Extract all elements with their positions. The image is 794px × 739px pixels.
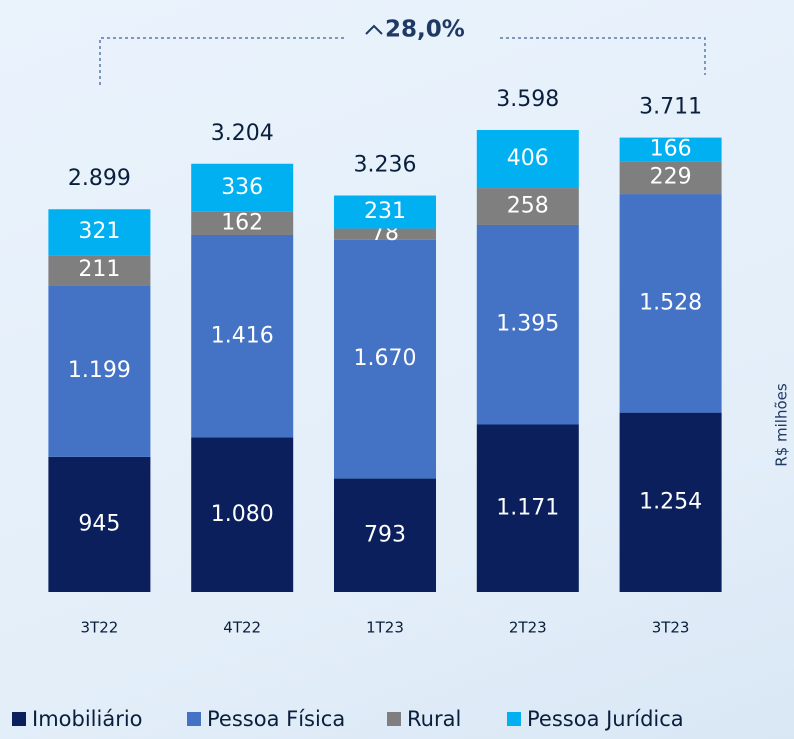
bar-segment [334, 228, 436, 240]
value-label: 1.080 [211, 502, 274, 527]
x-tick-label: 3T22 [81, 619, 119, 637]
legend-label: Pessoa Física [207, 707, 345, 731]
annotation: 28,0% [385, 17, 465, 43]
x-tick-label: 4T22 [223, 619, 261, 637]
value-label: 258 [507, 194, 549, 219]
bar-segment [476, 130, 579, 189]
bar-segment [48, 255, 151, 286]
value-label: 211 [78, 257, 120, 282]
value-label: 945 [78, 511, 120, 536]
total-label: 2.899 [68, 166, 131, 191]
bar-segment [476, 188, 579, 225]
legend-swatch [12, 712, 26, 726]
bar-segment [619, 137, 722, 162]
x-tick-label: 1T23 [366, 619, 404, 637]
x-tick-label: 3T23 [652, 619, 690, 637]
total-label: 3.236 [354, 153, 417, 178]
value-label: 231 [364, 199, 406, 224]
legend-label: Rural [407, 707, 461, 731]
value-label: 321 [78, 219, 120, 244]
bar-segment [619, 194, 722, 413]
value-label: 1.395 [496, 312, 559, 337]
bar-segment [476, 224, 579, 425]
caret [365, 24, 383, 35]
bar-segment [48, 456, 151, 592]
bracket [99, 37, 706, 85]
value-label: 166 [650, 136, 692, 161]
bar-segment [191, 163, 294, 212]
value-label: 1.254 [639, 489, 702, 514]
value-label: 1.670 [354, 346, 417, 371]
bar-segment [619, 161, 722, 195]
bar-segment [48, 285, 151, 457]
bar-segment [191, 211, 294, 235]
legend-label: Imobiliário [32, 707, 143, 731]
value-label: 406 [507, 146, 549, 171]
bar-segment [191, 234, 294, 438]
value-label: 336 [221, 175, 263, 200]
legend-swatch [187, 712, 201, 726]
x-tick-label: 2T23 [509, 619, 547, 637]
bar-segment [334, 478, 436, 592]
bar-segment [476, 424, 579, 592]
value-label: 1.416 [211, 323, 274, 348]
legend-swatch [507, 712, 521, 726]
bar-segment [334, 239, 436, 479]
bar-segment [619, 412, 722, 592]
value-label: 229 [650, 165, 692, 190]
bar-segment [191, 437, 294, 592]
value-label: 793 [364, 522, 406, 547]
total-label: 3.598 [496, 87, 559, 112]
bar-segment [48, 209, 151, 256]
legend-swatch [387, 712, 401, 726]
value-label: 1.199 [68, 358, 131, 383]
total-label: 3.204 [211, 121, 274, 146]
value-label: 162 [221, 210, 263, 235]
axis-label: R$ milhões [773, 383, 791, 467]
value-label: 1.171 [496, 495, 559, 520]
bar-segment [334, 195, 436, 229]
legend-label: Pessoa Jurídica [527, 707, 684, 731]
total-label: 3.711 [639, 95, 702, 120]
value-label: 1.528 [639, 290, 702, 315]
